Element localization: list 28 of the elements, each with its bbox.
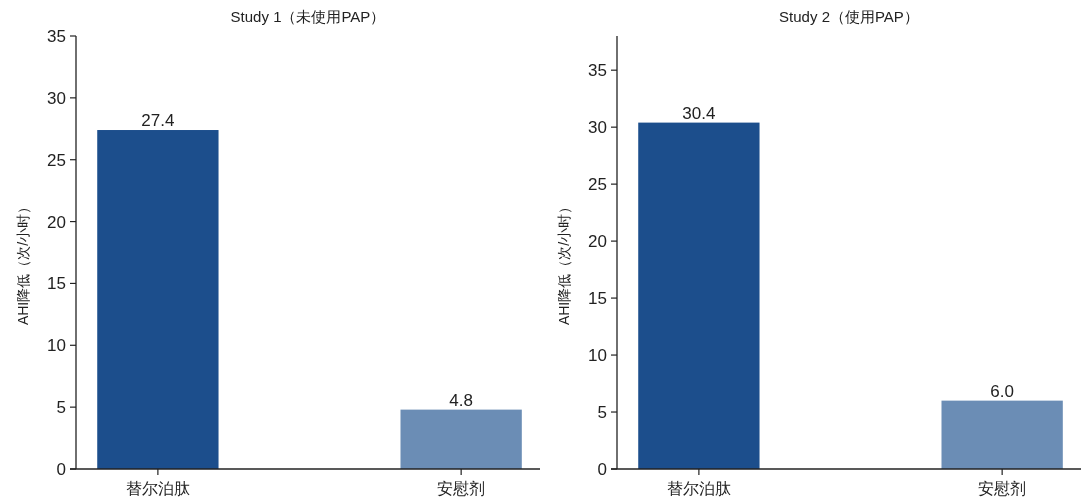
y-tick-label: 15 — [588, 289, 607, 309]
data-label: 6.0 — [990, 381, 1014, 401]
y-tick-label: 30 — [47, 88, 66, 108]
y-axis-title: AHI降低（次/小时） — [15, 199, 31, 326]
chart-title: Study 2（使用PAP） — [779, 8, 919, 25]
y-tick-label: 5 — [597, 403, 607, 423]
y-tick-label: 35 — [588, 61, 607, 81]
data-label: 30.4 — [682, 103, 716, 123]
y-tick-label: 25 — [588, 175, 607, 195]
y-tick-label: 10 — [588, 346, 607, 366]
x-tick-label: 替尔泊肽 — [125, 480, 190, 497]
y-tick-label: 20 — [47, 212, 66, 232]
y-tick-label: 0 — [597, 460, 607, 479]
y-tick-label: 0 — [56, 460, 66, 479]
y-tick-label: 5 — [56, 398, 66, 418]
y-tick-label: 25 — [47, 150, 66, 170]
data-label: 4.8 — [449, 390, 473, 410]
x-tick-label: 替尔泊肽 — [666, 480, 731, 497]
y-axis-title: AHI降低（次/小时） — [556, 199, 572, 326]
y-tick-label: 35 — [47, 27, 66, 46]
y-tick-label: 20 — [588, 232, 607, 252]
y-tick-label: 10 — [47, 336, 66, 356]
x-tick-label: 安慰剂 — [978, 480, 1027, 497]
data-label: 27.4 — [141, 111, 175, 131]
y-tick-label: 30 — [588, 118, 607, 138]
y-tick-label: 15 — [47, 274, 66, 294]
chart-title: Study 1（未使用PAP） — [230, 8, 386, 25]
x-tick-label: 安慰剂 — [437, 480, 486, 497]
